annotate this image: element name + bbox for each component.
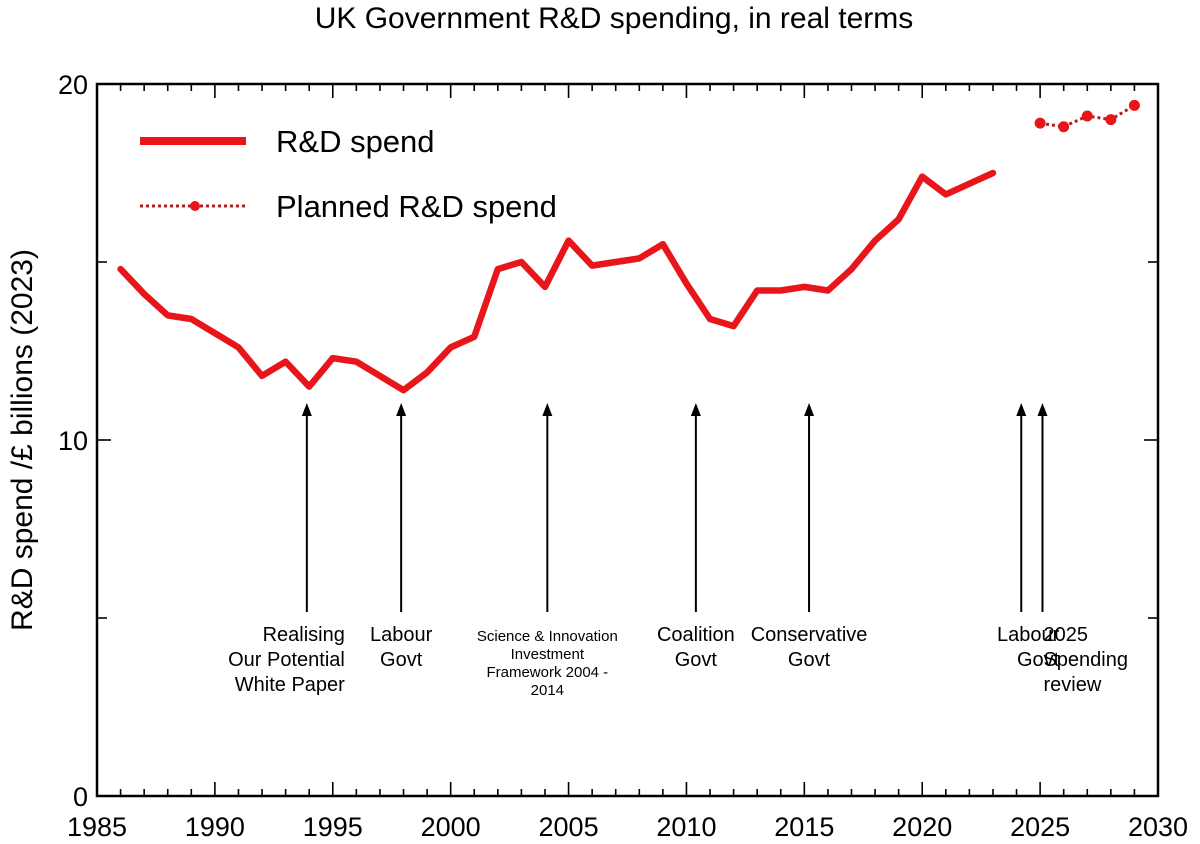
y-axis-ticks: 0 10 20 [58,70,1158,812]
annotation-label-review2025: review [1043,674,1101,696]
annotation-label-sif: Science & Innovation [477,628,618,645]
series-planned-marker [1058,121,1070,133]
series-rd-spend-line [117,169,997,394]
annotation-label-sif: Framework 2004 - [486,664,608,681]
annotation-label-sif: 2014 [531,682,564,699]
annotation-label-coalition: Govt [675,649,718,671]
annotation-arrowhead-labour2024 [1016,403,1027,416]
x-tick-label: 2015 [774,812,834,842]
annotation-label-labour2024: Labour [997,624,1060,646]
annotation-label-conservative: Conservative [751,624,868,646]
legend-label-actual: R&D spend [276,124,435,159]
x-tick-label: 1995 [303,812,363,842]
annotation-label-review2025: Spending [1043,649,1128,671]
annotation-label-rop: Realising [263,624,345,646]
x-tick-label: 2030 [1128,812,1188,842]
annotation-arrowhead-conservative [804,403,815,416]
y-tick-label: 0 [73,782,88,812]
series-planned-marker [1034,117,1046,129]
legend-label-planned: Planned R&D spend [276,189,557,224]
legend-swatch-planned-marker [190,201,200,211]
annotation-label-sif: Investment [511,646,585,663]
annotation-arrowhead-coalition [690,403,701,416]
x-tick-label: 2000 [421,812,481,842]
y-axis-label: R&D spend /£ billions (2023) [6,249,39,631]
annotation-label-review2025: 2025 [1043,624,1088,646]
series-planned-marker [1081,110,1093,122]
y-tick-label: 10 [58,426,88,456]
annotation-arrowhead-sif [542,403,553,416]
annotation-label-rop: White Paper [235,674,345,696]
annotation-label-labour1997: Labour [370,624,433,646]
x-tick-label: 1990 [185,812,245,842]
annotation-arrowhead-labour1997 [396,403,407,416]
y-tick-label: 20 [58,70,88,100]
series-planned-marker [1105,114,1117,126]
legend: R&D spend Planned R&D spend [140,124,557,224]
annotation-label-labour2024: Govt [1017,649,1060,671]
x-axis-ticks: 1985 1990 1995 2000 2005 2010 2015 2020 2025 2030 [67,84,1188,842]
x-tick-label: 2010 [656,812,716,842]
annotation-label-coalition: Coalition [657,624,735,646]
chart-title: UK Government R&D spending, in real term… [315,2,914,35]
x-tick-label: 1985 [67,812,127,842]
annotation-arrowhead-review2025 [1037,403,1048,416]
series-layer [117,99,1140,394]
annotation-label-conservative: Govt [788,649,831,671]
x-tick-label: 2025 [1010,812,1070,842]
annotations: Realising Our Potential White Paper Labour G… [228,403,1128,699]
annotation-label-labour1997: Govt [380,649,423,671]
x-tick-label: 2005 [539,812,599,842]
annotation-arrowhead-rop [301,403,312,416]
series-planned-marker [1128,99,1140,111]
annotation-label-rop: Our Potential [228,649,345,671]
x-tick-label: 2020 [892,812,952,842]
